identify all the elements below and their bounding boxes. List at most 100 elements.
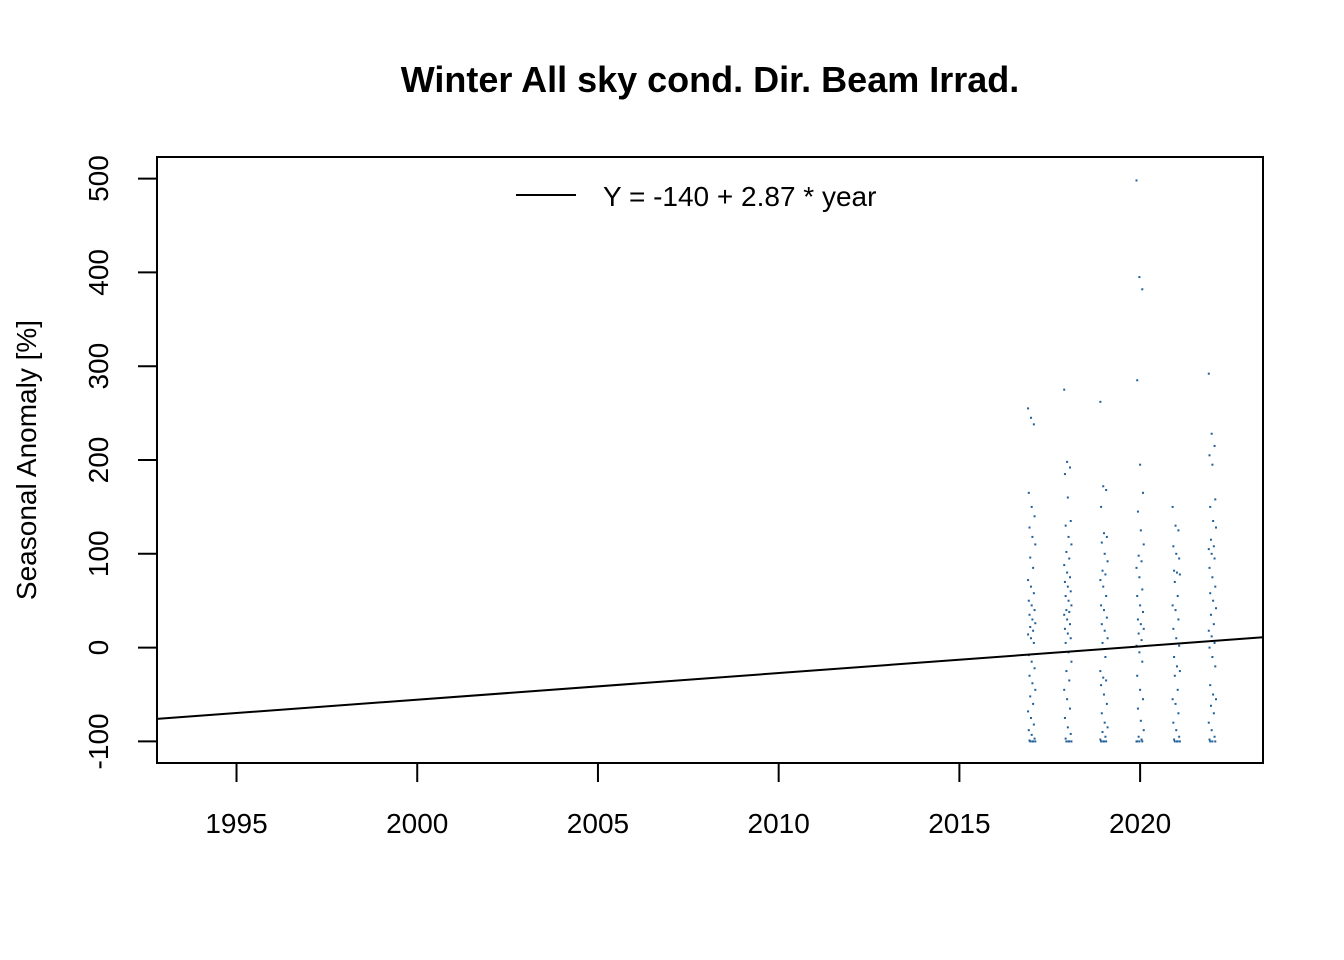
data-point bbox=[1034, 688, 1037, 691]
x-tick-label: 2000 bbox=[386, 808, 448, 839]
y-axis-label: Seasonal Anomaly [%] bbox=[11, 320, 42, 600]
data-point bbox=[1215, 698, 1218, 701]
data-point bbox=[1137, 735, 1140, 738]
data-point bbox=[1214, 585, 1217, 588]
data-point bbox=[1173, 580, 1176, 583]
data-point bbox=[1213, 557, 1216, 560]
data-point bbox=[1178, 557, 1181, 560]
data-point bbox=[1140, 560, 1143, 563]
data-point bbox=[1063, 473, 1066, 476]
data-point bbox=[1068, 466, 1071, 469]
data-point bbox=[1027, 633, 1030, 636]
data-point bbox=[1104, 573, 1107, 576]
data-point bbox=[1214, 665, 1217, 668]
data-point bbox=[1174, 609, 1177, 612]
data-point bbox=[1138, 576, 1141, 579]
data-point bbox=[1207, 548, 1210, 551]
legend: Y = -140 + 2.87 * year bbox=[516, 181, 876, 212]
data-point bbox=[1103, 721, 1106, 724]
data-point bbox=[1215, 607, 1218, 610]
data-point bbox=[1029, 740, 1032, 743]
data-point bbox=[1066, 726, 1069, 729]
data-point bbox=[1102, 676, 1105, 679]
data-point bbox=[1102, 693, 1105, 696]
data-point bbox=[1140, 639, 1143, 642]
y-tick-label: -100 bbox=[83, 713, 114, 769]
data-point bbox=[1101, 569, 1104, 572]
data-point bbox=[1068, 576, 1071, 579]
data-point bbox=[1105, 535, 1108, 538]
data-point bbox=[1213, 641, 1216, 644]
data-point bbox=[1171, 698, 1174, 701]
data-point bbox=[1106, 560, 1109, 563]
data-point bbox=[1032, 592, 1035, 595]
data-point bbox=[1139, 623, 1142, 626]
data-point bbox=[1099, 670, 1102, 673]
data-point bbox=[1100, 740, 1103, 743]
data-point bbox=[1178, 670, 1181, 673]
data-point bbox=[1102, 485, 1105, 488]
data-point bbox=[1139, 529, 1142, 532]
data-point bbox=[1030, 733, 1033, 736]
x-tick-label: 2020 bbox=[1109, 808, 1171, 839]
data-point bbox=[1171, 604, 1174, 607]
y-tick-label: 400 bbox=[83, 249, 114, 296]
x-tick-label: 2015 bbox=[928, 808, 990, 839]
data-point bbox=[1064, 737, 1067, 740]
data-point bbox=[1103, 552, 1106, 555]
data-point bbox=[1069, 590, 1072, 593]
data-point bbox=[1212, 693, 1215, 696]
data-point bbox=[1063, 688, 1066, 691]
y-tick-label: 200 bbox=[83, 437, 114, 484]
data-point bbox=[1139, 463, 1142, 466]
data-point bbox=[1212, 545, 1215, 548]
data-point bbox=[1028, 674, 1031, 677]
data-point bbox=[1207, 721, 1210, 724]
data-point bbox=[1032, 641, 1035, 644]
data-point bbox=[1105, 740, 1108, 743]
data-point bbox=[1178, 573, 1181, 576]
data-point bbox=[1064, 595, 1067, 598]
data-point bbox=[1141, 740, 1144, 743]
data-point bbox=[1100, 505, 1103, 508]
trend-line bbox=[156, 636, 1264, 720]
data-point bbox=[1030, 505, 1033, 508]
data-point bbox=[1069, 519, 1072, 522]
data-point bbox=[1174, 524, 1177, 527]
data-point bbox=[1212, 712, 1215, 715]
data-point bbox=[1100, 541, 1103, 544]
data-point bbox=[1063, 627, 1066, 630]
data-point bbox=[1068, 610, 1071, 613]
data-point bbox=[1210, 729, 1213, 732]
data-point bbox=[1065, 550, 1068, 553]
data-point bbox=[1067, 535, 1070, 538]
data-point bbox=[1175, 665, 1178, 668]
data-point bbox=[1033, 737, 1036, 740]
x-tick-label: 2010 bbox=[748, 808, 810, 839]
x-tick-label: 2005 bbox=[567, 808, 629, 839]
data-point bbox=[1209, 538, 1212, 541]
y-tick-label: 300 bbox=[83, 343, 114, 390]
data-point bbox=[1209, 613, 1212, 616]
data-point bbox=[1171, 505, 1174, 508]
data-point bbox=[1178, 740, 1181, 743]
data-point bbox=[1106, 726, 1109, 729]
data-point bbox=[1066, 496, 1069, 499]
data-point bbox=[1175, 729, 1178, 732]
data-point bbox=[1032, 723, 1035, 726]
data-point bbox=[1029, 416, 1032, 419]
data-point bbox=[1099, 738, 1102, 741]
data-point bbox=[1175, 571, 1178, 574]
data-point bbox=[1034, 622, 1037, 625]
data-point bbox=[1102, 532, 1105, 535]
data-point bbox=[1063, 613, 1066, 616]
data-point bbox=[1102, 585, 1105, 588]
data-point bbox=[1136, 510, 1139, 513]
data-point bbox=[1101, 641, 1104, 644]
data-point bbox=[1213, 735, 1216, 738]
data-point bbox=[1136, 618, 1139, 621]
data-point bbox=[1209, 740, 1212, 743]
data-point bbox=[1029, 637, 1032, 640]
data-point bbox=[1070, 543, 1073, 546]
